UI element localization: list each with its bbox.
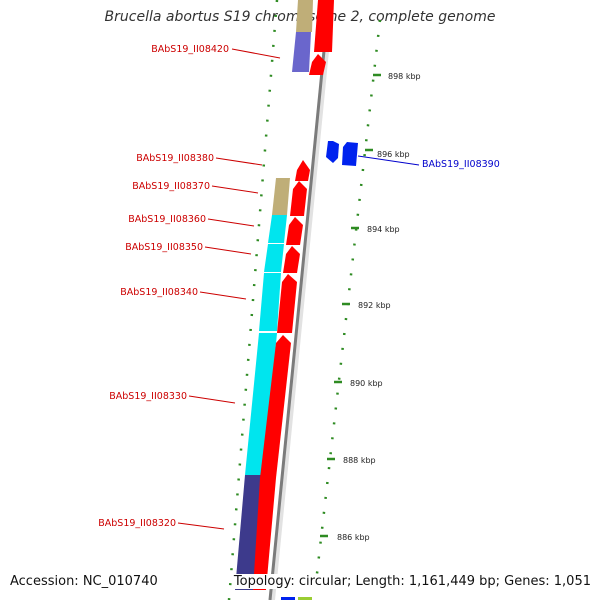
cds-arrow xyxy=(286,217,303,245)
ruler-tick-label: 890 kbp xyxy=(350,379,383,388)
gene-label-bAbS19-ii08320[interactable]: BAbS19_II08320 xyxy=(98,518,225,530)
cog-block-khaki xyxy=(296,0,313,32)
svg-text:BAbS19_II08340: BAbS19_II08340 xyxy=(120,287,198,298)
cog-block-navy xyxy=(235,475,264,590)
cds-arrow xyxy=(253,478,276,590)
cog-block-khaki xyxy=(272,178,290,215)
cds-arrow xyxy=(260,335,291,478)
cds-forward-track xyxy=(253,0,334,590)
cds-arrow-reverse xyxy=(326,141,339,163)
cds-reverse-track xyxy=(281,141,358,600)
ruler-tick-label: 892 kbp xyxy=(358,301,391,310)
cds-arrow xyxy=(309,54,326,75)
gene-label-bAbS19-ii08350[interactable]: BAbS19_II08350 xyxy=(125,242,252,255)
accession-text: Accession: NC_010740 xyxy=(9,574,159,589)
svg-text:BAbS19_II08420: BAbS19_II08420 xyxy=(151,44,229,55)
ruler-tick: 896 kbp xyxy=(365,148,410,159)
cds-arrow xyxy=(290,181,307,216)
gene-label-bAbS19-ii08390[interactable]: BAbS19_II08390 xyxy=(357,155,500,170)
gene-label-bAbS19-ii08370[interactable]: BAbS19_II08370 xyxy=(132,181,259,194)
cds-arrow xyxy=(277,274,297,333)
cog-track xyxy=(235,0,313,590)
svg-text:BAbS19_II08370: BAbS19_II08370 xyxy=(132,181,210,192)
ruler-tick-label: 894 kbp xyxy=(367,225,400,234)
ruler-tick: 892 kbp xyxy=(342,301,391,310)
cog-block-cyan xyxy=(264,244,284,272)
ruler-tick-label: 886 kbp xyxy=(337,533,370,542)
svg-text:BAbS19_II08350: BAbS19_II08350 xyxy=(125,242,203,253)
topology-text: Topology: circular; Length: 1,161,449 bp… xyxy=(232,574,592,589)
cog-block-cyan xyxy=(245,333,277,475)
cds-arrow xyxy=(283,246,300,273)
cds-arrow-reverse xyxy=(342,142,358,166)
kbp-ruler: 898 kbp 896 kbp 894 kbp 892 kbp 890 kbp … xyxy=(320,72,421,542)
svg-text:BAbS19_II08360: BAbS19_II08360 xyxy=(128,214,206,225)
cog-block-cyan xyxy=(268,215,287,243)
gene-label-bAbS19-ii08330[interactable]: BAbS19_II08330 xyxy=(109,391,236,404)
gene-label-bAbS19-ii08340[interactable]: BAbS19_II08340 xyxy=(120,287,247,300)
ruler-tick-label: 898 kbp xyxy=(388,72,421,81)
inner-dotted-track xyxy=(227,0,279,600)
ruler-tick: 890 kbp xyxy=(334,379,383,388)
ruler-tick-label: 888 kbp xyxy=(343,456,376,465)
gene-label-bAbS19-ii08420[interactable]: BAbS19_II08420 xyxy=(151,44,281,59)
ruler-tick: 894 kbp xyxy=(351,225,400,234)
ruler-tick: 888 kbp xyxy=(327,456,376,465)
backbone xyxy=(268,0,334,600)
svg-text:BAbS19_II08320: BAbS19_II08320 xyxy=(98,518,176,529)
ruler-tick: 886 kbp xyxy=(320,533,370,542)
cds-arrow xyxy=(295,160,310,181)
svg-text:BAbS19_II08380: BAbS19_II08380 xyxy=(136,153,214,164)
gene-labels: BAbS19_II08420 BAbS19_II08380 BAbS19_II0… xyxy=(98,44,500,530)
svg-text:BAbS19_II08330: BAbS19_II08330 xyxy=(109,391,187,402)
svg-text:BAbS19_II08390: BAbS19_II08390 xyxy=(422,159,500,170)
ruler-tick: 898 kbp xyxy=(373,72,421,81)
cog-block-slate xyxy=(292,32,311,72)
outer-dotted-track xyxy=(312,19,382,600)
ruler-tick-label: 896 kbp xyxy=(377,150,410,159)
cog-block-cyan xyxy=(259,273,281,331)
cds-arrow xyxy=(314,0,334,52)
gene-label-bAbS19-ii08360[interactable]: BAbS19_II08360 xyxy=(128,214,255,227)
gene-label-bAbS19-ii08380[interactable]: BAbS19_II08380 xyxy=(136,153,263,166)
